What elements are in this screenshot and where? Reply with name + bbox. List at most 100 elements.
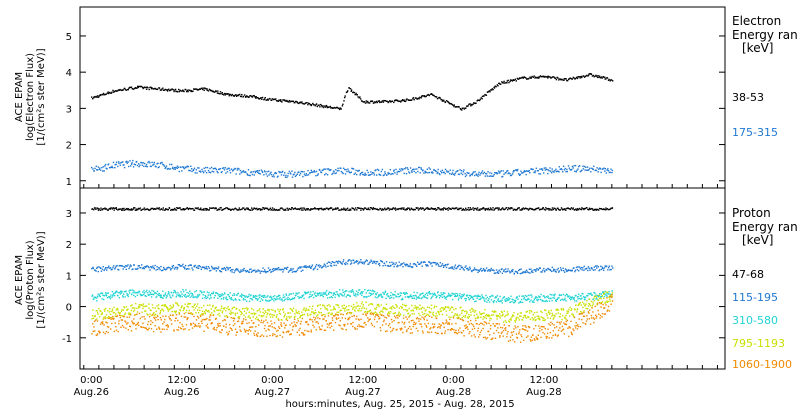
data-point	[502, 82, 504, 84]
data-point	[475, 269, 477, 271]
data-point	[176, 165, 179, 167]
data-point	[109, 298, 112, 300]
data-point	[309, 314, 311, 316]
data-point	[164, 294, 166, 296]
data-point	[130, 265, 132, 267]
data-point	[299, 172, 302, 175]
data-point	[579, 170, 582, 173]
data-point	[538, 317, 540, 319]
data-point	[262, 296, 264, 298]
data-point	[241, 270, 243, 272]
data-point	[282, 309, 284, 311]
data-point	[95, 165, 97, 167]
data-point	[444, 168, 447, 171]
data-point	[429, 293, 432, 295]
data-point	[253, 296, 255, 298]
data-point	[295, 325, 297, 327]
data-point	[291, 207, 293, 209]
data-point	[461, 209, 464, 211]
data-point	[609, 171, 611, 173]
data-point	[542, 319, 544, 321]
data-point	[184, 268, 186, 270]
data-point	[384, 264, 386, 267]
data-point	[373, 260, 375, 263]
data-point	[200, 307, 203, 309]
data-point	[365, 174, 367, 176]
data-point	[596, 167, 598, 169]
data-point	[129, 325, 132, 328]
data-point	[555, 170, 558, 173]
data-point	[273, 208, 275, 210]
data-point	[343, 263, 346, 265]
data-point	[229, 270, 232, 272]
data-point	[501, 299, 503, 301]
data-point	[441, 169, 444, 172]
data-point	[378, 305, 380, 308]
data-point	[344, 317, 347, 320]
data-point	[442, 208, 444, 210]
data-point	[295, 311, 297, 313]
data-point	[230, 297, 233, 299]
data-point	[348, 294, 350, 296]
data-point	[298, 310, 300, 313]
data-point	[385, 317, 388, 319]
data-point	[333, 329, 335, 331]
data-point	[371, 207, 373, 210]
data-point	[184, 293, 187, 296]
data-point	[95, 95, 97, 98]
data-point	[335, 208, 338, 210]
data-point	[141, 311, 143, 313]
data-point	[305, 321, 307, 324]
data-point	[154, 87, 156, 90]
data-point	[181, 323, 183, 326]
data-point	[442, 293, 444, 295]
data-point	[465, 107, 467, 109]
data-point	[597, 295, 599, 297]
data-point	[266, 171, 268, 173]
data-point	[609, 298, 611, 300]
data-point	[566, 294, 568, 296]
data-point	[249, 326, 251, 329]
data-point	[543, 267, 545, 270]
data-point	[264, 296, 266, 298]
data-point	[218, 331, 221, 333]
data-point	[134, 292, 136, 294]
data-point	[333, 315, 336, 317]
data-point	[150, 165, 152, 168]
data-point	[173, 268, 176, 270]
data-point	[132, 166, 135, 168]
data-point	[544, 300, 546, 303]
data-point	[285, 318, 287, 321]
data-point	[348, 309, 350, 311]
data-point	[355, 207, 357, 209]
data-point	[460, 296, 462, 298]
data-point	[332, 319, 334, 321]
data-point	[491, 88, 493, 90]
data-point	[331, 296, 333, 299]
data-point	[178, 313, 181, 315]
data-point	[226, 298, 228, 301]
data-point	[328, 324, 330, 326]
data-point	[146, 305, 148, 307]
data-point	[573, 298, 575, 300]
data-point	[115, 90, 117, 92]
data-point	[254, 208, 257, 210]
data-point	[290, 308, 293, 311]
data-point	[581, 207, 583, 209]
data-point	[366, 208, 368, 211]
data-point	[159, 311, 162, 313]
data-point	[579, 77, 581, 79]
data-point	[106, 267, 108, 269]
data-point	[584, 169, 586, 171]
data-point	[324, 307, 326, 309]
data-point	[286, 207, 288, 209]
data-point	[102, 318, 104, 320]
data-point	[521, 172, 523, 174]
data-point	[352, 303, 355, 306]
data-point	[110, 316, 113, 319]
data-point	[174, 168, 176, 170]
data-point	[576, 300, 578, 302]
data-point	[235, 95, 238, 97]
data-point	[488, 298, 490, 300]
data-point	[455, 308, 457, 310]
